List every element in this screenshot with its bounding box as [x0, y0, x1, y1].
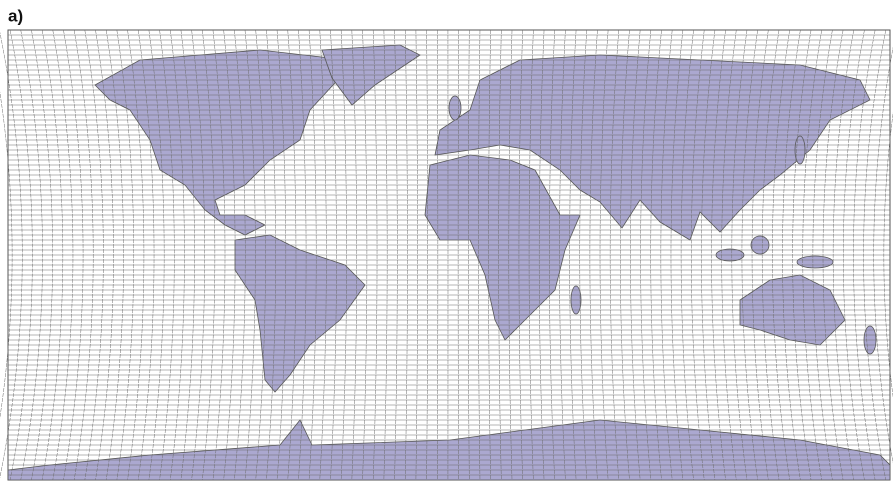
panel-label: a) [8, 6, 23, 25]
grid-column [404, 29, 408, 481]
grid-column [579, 29, 588, 481]
grid-column [137, 29, 155, 481]
grid-column [351, 29, 358, 481]
grid-column [20, 29, 43, 481]
grid-column [340, 29, 347, 481]
grid-column [559, 29, 566, 481]
new-guinea [796, 255, 834, 269]
grid-column [169, 29, 185, 481]
grid-column [498, 29, 502, 481]
grid-column [468, 29, 470, 481]
grid-column [711, 29, 726, 481]
grid-column [822, 29, 844, 481]
grid-column [569, 29, 577, 481]
grid-column [802, 29, 822, 481]
grid-column [95, 29, 114, 481]
grid-column [701, 29, 716, 481]
grid-column [599, 29, 609, 481]
britain [448, 95, 462, 121]
grid-column [873, 46, 893, 464]
grid-column [660, 29, 673, 481]
grid-column [319, 29, 327, 481]
grid-column [640, 29, 652, 481]
grid-column [234, 29, 246, 481]
grid-column [383, 29, 388, 481]
grid-column [426, 29, 428, 481]
grid-column [772, 29, 790, 481]
grid-column [63, 29, 84, 481]
grid-column [853, 29, 876, 481]
grid-column [528, 29, 534, 481]
grid [0, 29, 893, 481]
grid-column [127, 29, 145, 481]
grid-column [812, 29, 833, 481]
grid-column [843, 29, 865, 481]
grid-column [883, 112, 893, 398]
grid-column [308, 29, 317, 481]
grid-column [255, 29, 266, 481]
grid-column [478, 29, 481, 481]
grid-column [538, 29, 545, 481]
grid-column [105, 29, 124, 481]
grid-column [650, 29, 662, 481]
grid-column [298, 29, 307, 481]
grid-column [372, 29, 378, 481]
grid-column [31, 29, 53, 481]
grid-column [751, 29, 769, 481]
grid-column [589, 29, 598, 481]
grid-column [202, 29, 216, 481]
grid-column [437, 29, 439, 481]
grid-column [508, 29, 513, 481]
grid-column [620, 29, 630, 481]
grid-column [863, 29, 887, 481]
grid-column [73, 29, 94, 481]
grid-column [212, 29, 226, 481]
grid-column [223, 29, 236, 481]
grid-column [84, 29, 104, 481]
grid-column [394, 29, 398, 481]
grid-column [276, 29, 287, 481]
grid-column [731, 29, 748, 481]
grid-column [741, 29, 758, 481]
grid-column [609, 29, 620, 481]
grid-column [721, 29, 737, 481]
grid-column [0, 31, 23, 479]
grid-column [792, 29, 812, 481]
grid-column [148, 29, 165, 481]
grid-column [287, 29, 297, 481]
grid-column [415, 29, 418, 481]
grid-column [116, 29, 135, 481]
grid-column [0, 91, 13, 419]
grid-column [670, 29, 684, 481]
grid-column [832, 29, 855, 481]
grid-column [244, 29, 256, 481]
grid-column [518, 29, 523, 481]
grid-column [362, 29, 368, 481]
grid-column [630, 29, 641, 481]
grid-column [52, 29, 74, 481]
grid-column [41, 29, 64, 481]
grid-column [549, 29, 555, 481]
grid-column [680, 29, 694, 481]
grid-column [266, 29, 276, 481]
grid-column [159, 29, 175, 481]
grid-column [330, 29, 337, 481]
grid-column [9, 29, 33, 481]
grid-column [782, 29, 801, 481]
grid-column [191, 29, 205, 481]
grid-column [761, 29, 780, 481]
grid-column [691, 29, 705, 481]
grid-column [180, 29, 195, 481]
grid-column [488, 29, 491, 481]
